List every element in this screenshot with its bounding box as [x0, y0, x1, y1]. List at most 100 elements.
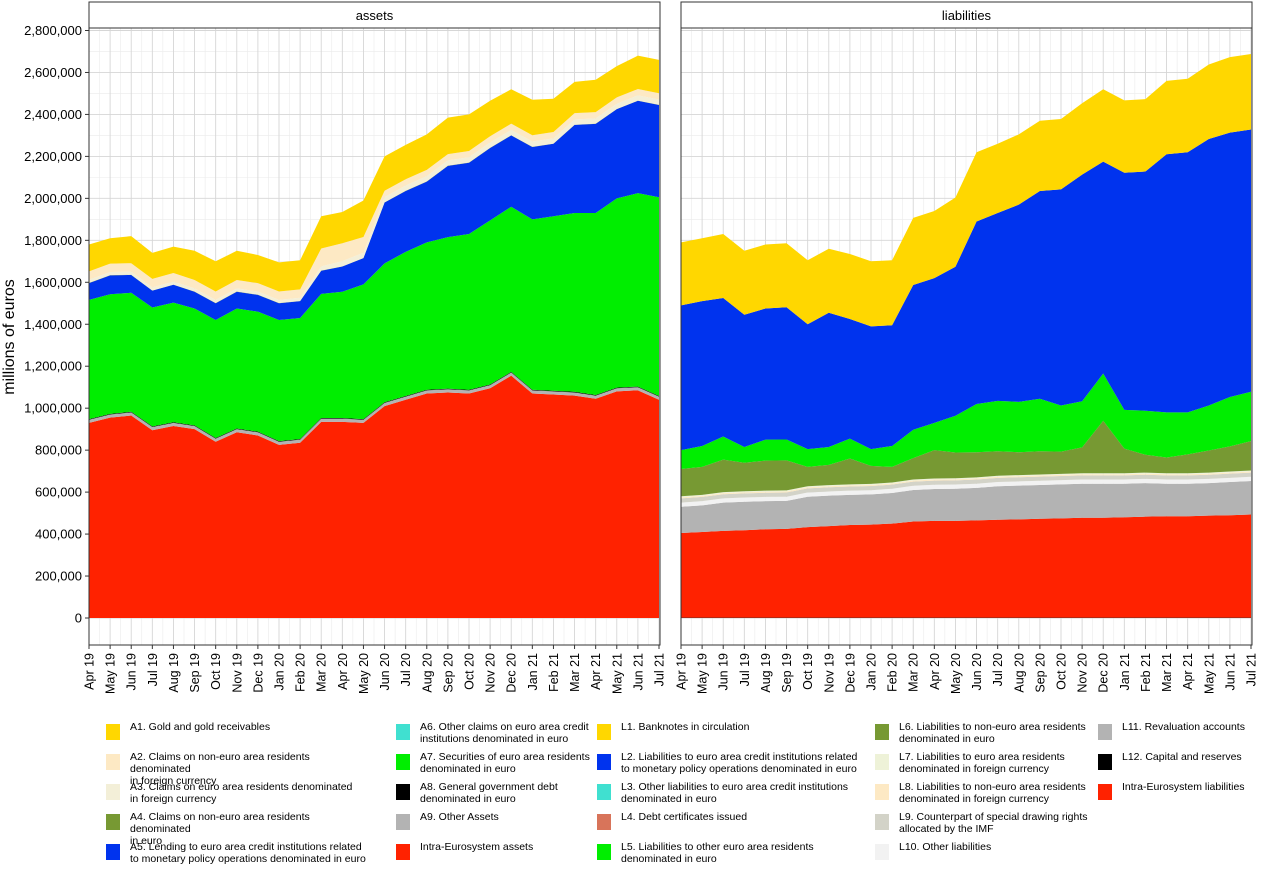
legend-item-l6: L6. Liabilities to non-euro area residen…	[869, 718, 1139, 748]
area-series-l11	[681, 480, 1251, 534]
area-series-l2	[681, 129, 1251, 451]
y-tick-label: 1,400,000	[24, 317, 82, 332]
legend-key-swatch	[875, 814, 889, 830]
x-tick-label: Jul 21	[653, 653, 667, 686]
legend-item-l3: L3. Other liabilities to euro area credi…	[591, 778, 861, 808]
legend-label: L3. Other liabilities to euro area credi…	[621, 781, 849, 805]
legend-label: A5. Lending to euro area credit institut…	[130, 841, 366, 865]
legend-key-swatch	[396, 754, 410, 770]
panel-title: assets	[356, 8, 394, 23]
legend-key-swatch	[106, 784, 120, 800]
x-tick-label: Oct 19	[209, 653, 223, 690]
x-tick-label: Dec 20	[1097, 653, 1111, 693]
area-series-ie	[681, 514, 1251, 618]
x-tick-label: Nov 19	[230, 653, 244, 693]
x-tick-label: Nov 20	[484, 653, 498, 693]
x-tick-label: Sep 20	[441, 653, 455, 693]
legend-key-swatch	[1098, 784, 1112, 800]
legend-key-swatch	[597, 724, 611, 740]
area-series-l9	[681, 472, 1251, 503]
legend-label: L11. Revaluation accounts	[1122, 721, 1245, 733]
legend-label: L2. Liabilities to euro area credit inst…	[621, 751, 858, 775]
legend-label: A7. Securities of euro area residents de…	[420, 751, 590, 775]
x-tick-label: Dec 19	[251, 653, 265, 693]
legend-key-swatch	[396, 844, 410, 860]
y-tick-label: 0	[75, 611, 82, 626]
x-tick-label: Jun 21	[1223, 653, 1237, 691]
legend-item-l2: L2. Liabilities to euro area credit inst…	[591, 748, 861, 778]
legend-key-swatch	[1098, 724, 1112, 740]
y-tick-label: 1,600,000	[24, 275, 82, 290]
legend-item-l10: L10. Other liabilities	[869, 838, 1139, 868]
legend-label: A3. Claims on euro area residents denomi…	[130, 781, 353, 805]
x-tick-label: Jan 20	[273, 653, 287, 691]
x-tick-label: Feb 21	[547, 653, 561, 692]
y-tick-label: 2,600,000	[24, 65, 82, 80]
x-tick-label: Jun 20	[970, 653, 984, 691]
x-tick-label: Oct 20	[1055, 653, 1069, 690]
x-tick-label: Jun 20	[378, 653, 392, 691]
legend-label: L4. Debt certificates issued	[621, 811, 748, 823]
y-tick-label: 1,200,000	[24, 359, 82, 374]
x-tick-label: Nov 19	[822, 653, 836, 693]
legend-item-a4: A4. Claims on non-euro area residents de…	[100, 808, 370, 847]
legend-label: Intra-Eurosystem liabilities	[1122, 781, 1245, 793]
y-tick-label: 600,000	[35, 485, 82, 500]
x-tick-label: Jun 21	[631, 653, 645, 691]
x-tick-label: Jan 21	[1118, 653, 1132, 691]
legend-label: Intra-Eurosystem assets	[420, 841, 534, 853]
x-tick-label: Feb 20	[886, 653, 900, 692]
x-tick-label: Apr 21	[1181, 653, 1195, 690]
y-tick-label: 2,400,000	[24, 107, 82, 122]
x-tick-label: May 20	[357, 653, 371, 694]
y-tick-label: 800,000	[35, 443, 82, 458]
legend-key-swatch	[597, 844, 611, 860]
legend-label: A2. Claims on non-euro area residents de…	[130, 751, 310, 787]
x-tick-label: Aug 20	[1012, 653, 1026, 693]
area-series-a1	[89, 55, 659, 292]
x-tick-label: Mar 20	[315, 653, 329, 692]
y-axis-title: millions of euros	[1, 279, 18, 395]
legend-label: A4. Claims on non-euro area residents de…	[130, 811, 310, 847]
y-tick-label: 1,800,000	[24, 233, 82, 248]
x-tick-label: Aug 19	[759, 653, 773, 693]
legend-label: L1. Banknotes in circulation	[621, 721, 750, 733]
legend-label: A9. Other Assets	[420, 811, 499, 823]
legend-item-ia: Intra-Eurosystem assets	[390, 838, 660, 868]
x-tick-label: Aug 20	[420, 653, 434, 693]
panel-strip	[680, 1, 1253, 29]
x-tick-label: Apr 19	[83, 653, 97, 690]
x-tick-label: Jun 19	[125, 653, 139, 691]
x-tick-label: Nov 20	[1076, 653, 1090, 693]
x-tick-label: Oct 20	[463, 653, 477, 690]
x-tick-label: Mar 21	[568, 653, 582, 692]
y-tick-label: 2,200,000	[24, 149, 82, 164]
legend-key-swatch	[106, 844, 120, 860]
legend-label: L6. Liabilities to non-euro area residen…	[899, 721, 1086, 745]
legend-key-swatch	[106, 754, 120, 770]
legend-item-l12: L12. Capital and reserves	[1092, 748, 1265, 778]
x-tick-label: Dec 19	[843, 653, 857, 693]
panel-border	[680, 27, 1253, 646]
legend-item-l5: L5. Liabilities to other euro area resid…	[591, 838, 861, 868]
x-tick-label: Oct 19	[801, 653, 815, 690]
y-tick-label: 200,000	[35, 569, 82, 584]
x-tick-label: May 19	[104, 653, 118, 694]
x-tick-label: Jul 20	[991, 653, 1005, 686]
legend-key-swatch	[875, 724, 889, 740]
x-tick-label: May 21	[610, 653, 624, 694]
legend-item-l1: L1. Banknotes in circulation	[591, 718, 861, 748]
x-tick-label: Apr 19	[675, 653, 689, 690]
area-series-a7	[89, 193, 659, 442]
legend-item-l11: L11. Revaluation accounts	[1092, 718, 1265, 748]
legend-item-il: Intra-Eurosystem liabilities	[1092, 778, 1265, 808]
legend-item-a7: A7. Securities of euro area residents de…	[390, 748, 660, 778]
legend-item-a1: A1. Gold and gold receivables	[100, 718, 370, 748]
legend-label: L5. Liabilities to other euro area resid…	[621, 841, 814, 865]
legend-label: L10. Other liabilities	[899, 841, 992, 853]
x-tick-label: Jun 19	[717, 653, 731, 691]
x-tick-label: Jul 20	[399, 653, 413, 686]
x-tick-label: Sep 20	[1033, 653, 1047, 693]
x-tick-label: Aug 19	[167, 653, 181, 693]
